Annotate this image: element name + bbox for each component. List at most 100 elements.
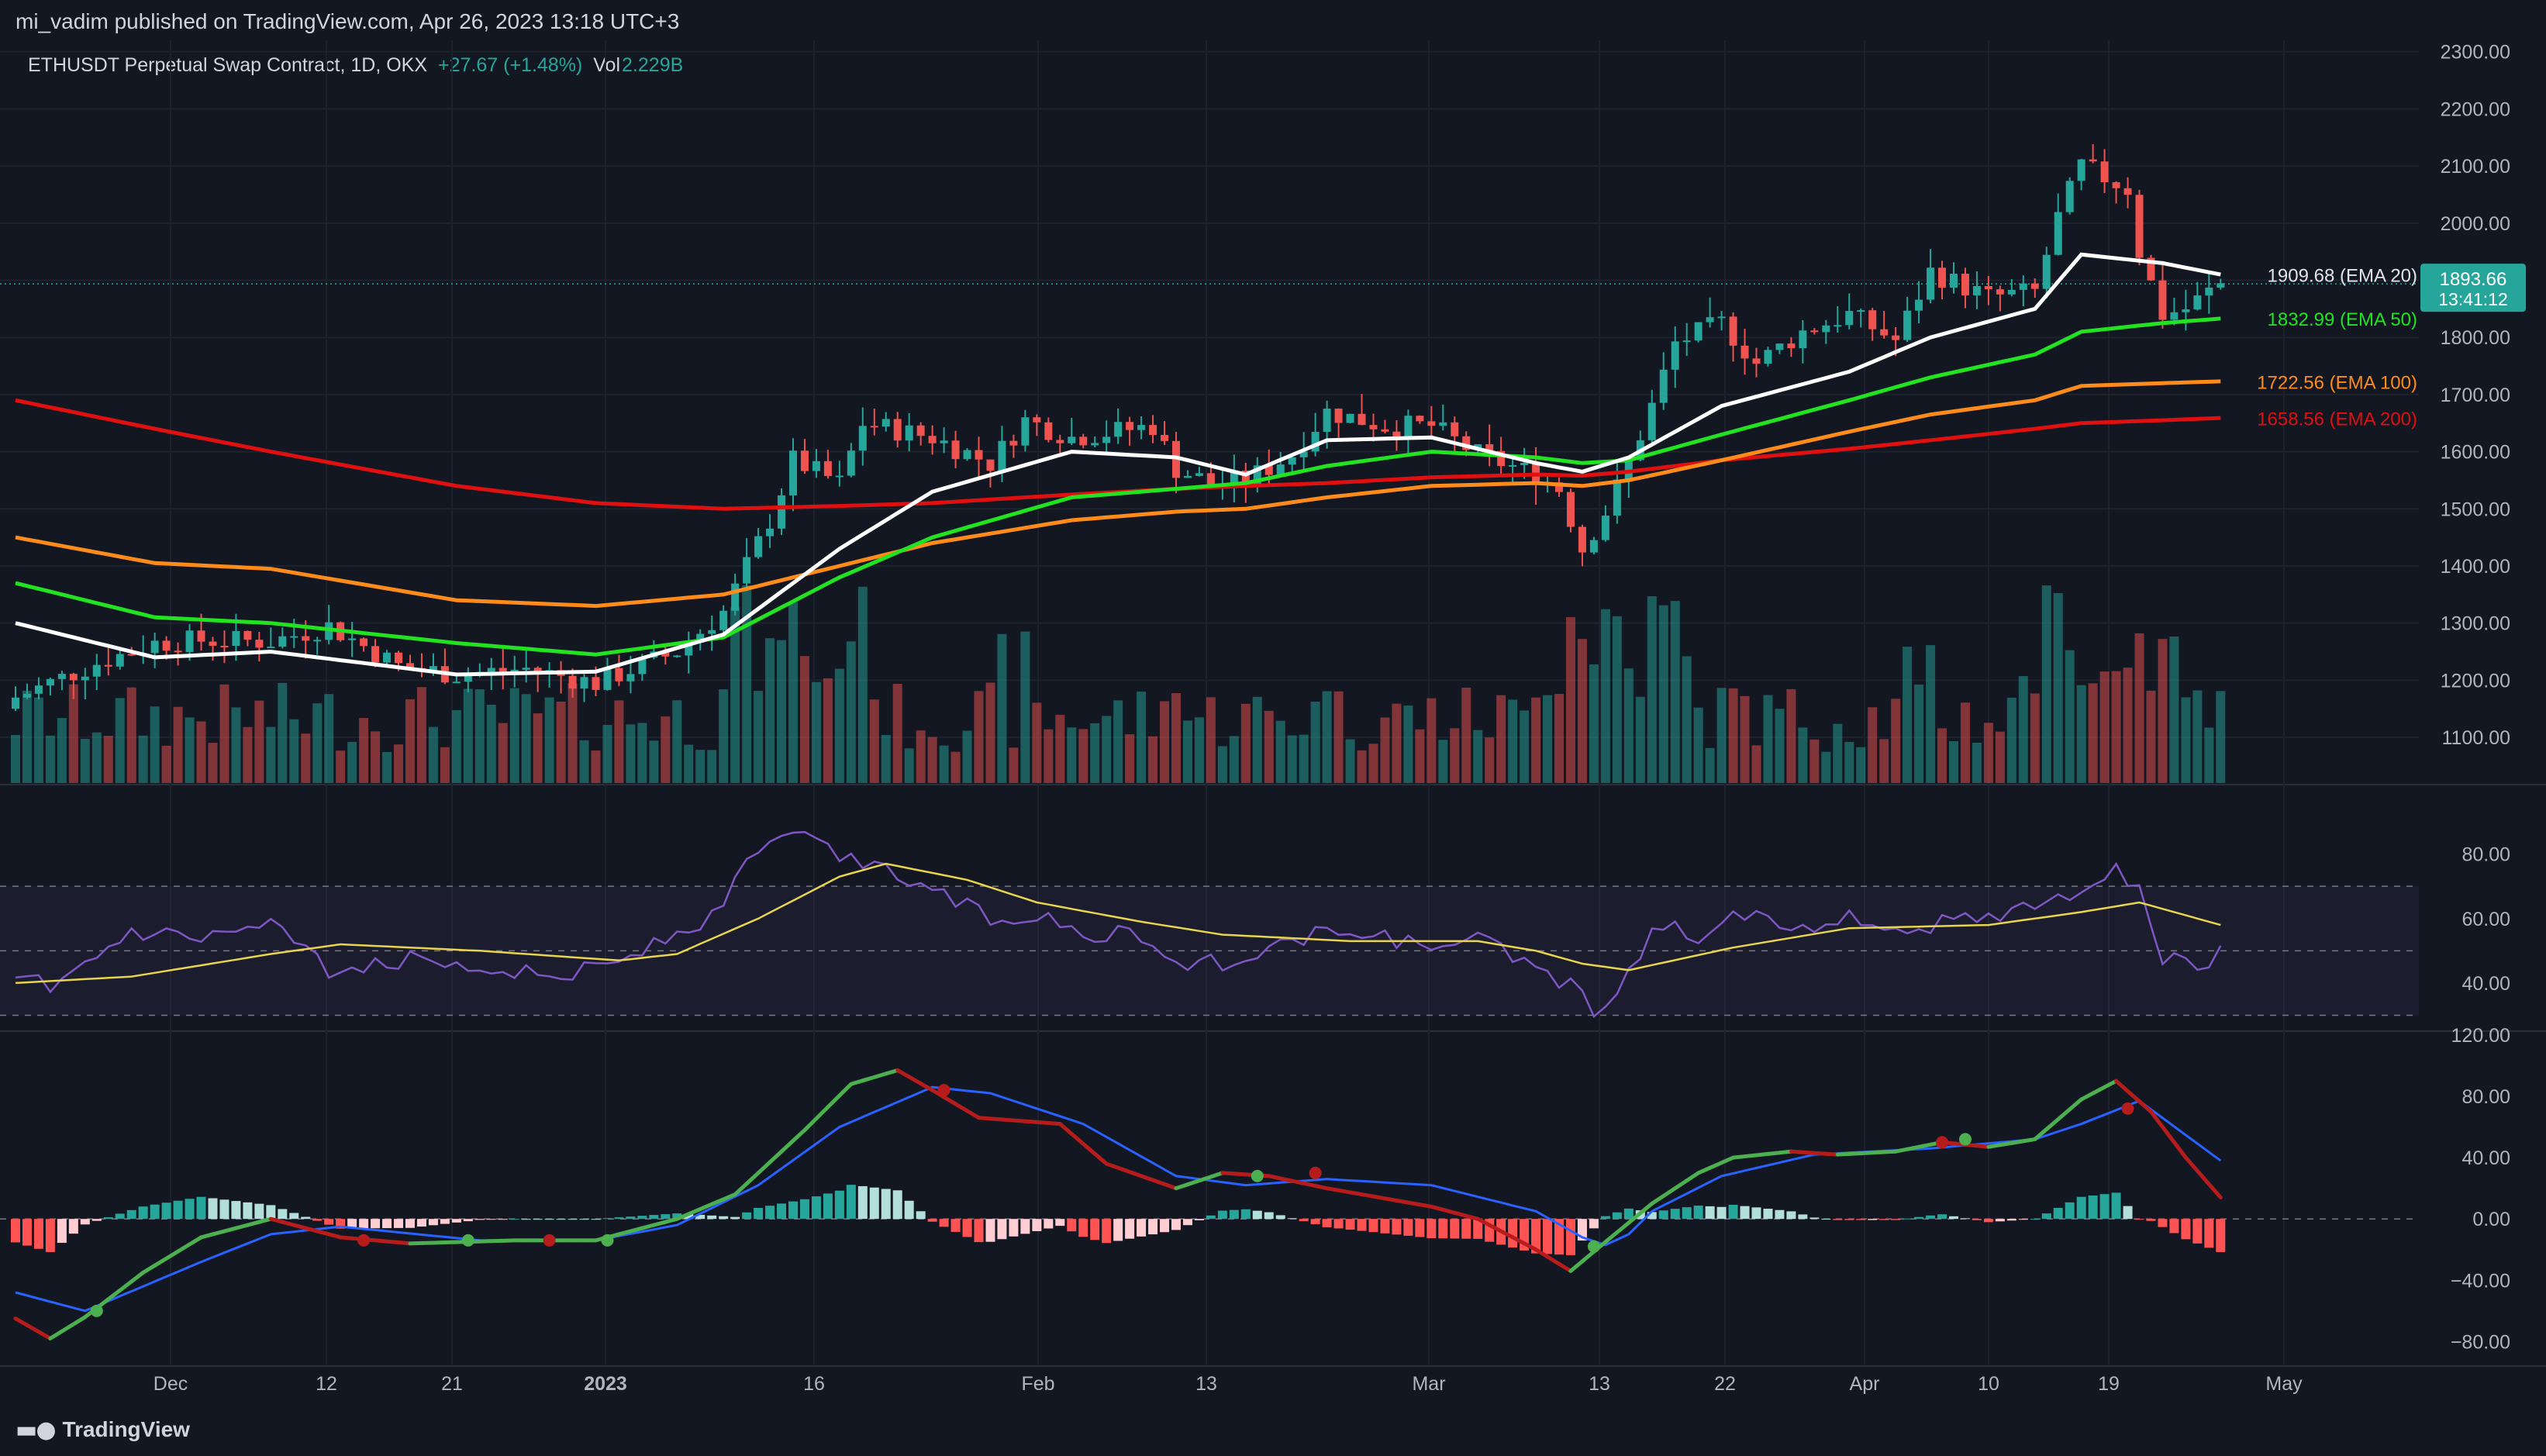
candle-body: [1752, 358, 1761, 364]
candle-body: [150, 640, 159, 654]
macd-histogram-bar: [2123, 1206, 2133, 1220]
macd-histogram-bar: [1903, 1218, 1913, 1220]
volume-bar: [371, 731, 381, 783]
macd-histogram-bar: [68, 1219, 78, 1234]
macd-histogram-bar: [1809, 1217, 1820, 1220]
macd-histogram-bar: [208, 1198, 218, 1220]
candle-body: [2019, 283, 2027, 290]
macd-histogram-bar: [1287, 1218, 1297, 1220]
candle-body: [1671, 341, 1679, 370]
candle-body: [46, 678, 54, 686]
volume-bar: [1856, 747, 1866, 783]
signal-line-segment: [1789, 1149, 1805, 1154]
macd-histogram-bar: [765, 1206, 775, 1220]
candle-body: [1161, 435, 1169, 441]
tradingview-logo[interactable]: ▬● TradingView: [16, 1416, 190, 1444]
signal-line-segment: [2195, 1168, 2211, 1186]
macd-histogram-bar: [2216, 1219, 2226, 1252]
candle-body: [2042, 254, 2051, 289]
signal-line-segment: [884, 1068, 900, 1076]
signal-line-segment: [977, 1116, 992, 1121]
volume-bar: [208, 743, 218, 783]
volume-bar: [301, 733, 311, 783]
candle-body: [708, 630, 716, 634]
time-tick-label: 13: [1589, 1373, 1610, 1395]
macd-histogram-bar: [857, 1185, 868, 1220]
candle-body: [2065, 181, 2074, 212]
candle-body: [1694, 322, 1703, 341]
price-tick-label: 2300.00: [2441, 42, 2510, 64]
signal-line-segment: [616, 1229, 633, 1237]
volume-bar: [811, 681, 821, 783]
macd-histogram-bar: [591, 1219, 601, 1220]
price-tick-label: 2200.00: [2441, 98, 2510, 120]
candle-body: [290, 636, 298, 638]
signal-line-segment: [2056, 1107, 2072, 1122]
volume-bar: [33, 697, 43, 783]
macd-histogram-bar: [823, 1193, 833, 1220]
macd-histogram-bar: [2158, 1219, 2168, 1227]
candle-body: [34, 685, 43, 694]
signal-line-segment: [118, 1279, 134, 1292]
candle-body: [743, 557, 751, 584]
signal-line-segment: [1499, 1229, 1515, 1240]
macd-histogram-bar: [463, 1219, 473, 1222]
macd-histogram-bar: [243, 1202, 253, 1220]
signal-line-segment: [674, 1212, 691, 1221]
signal-line-segment: [188, 1235, 204, 1247]
candle-body: [951, 440, 960, 460]
candle-body: [1311, 432, 1320, 452]
signal-line-segment: [1661, 1186, 1678, 1199]
volume-bar: [1160, 701, 1170, 783]
candle-body: [1810, 330, 1819, 333]
volume-bar: [2076, 685, 2086, 783]
candle-body: [395, 652, 403, 664]
volume-bar: [1240, 703, 1251, 783]
candle-body: [1613, 479, 1621, 516]
signal-line-segment: [1673, 1178, 1689, 1191]
macd-histogram-bar: [1206, 1215, 1216, 1220]
signal-line-segment: [837, 1082, 854, 1098]
signal-line-segment: [2148, 1109, 2165, 1130]
signal-line-segment: [698, 1202, 714, 1212]
signal-line-segment: [2160, 1125, 2176, 1144]
volume-bar: [243, 726, 253, 783]
candle-body: [1961, 274, 1969, 295]
signal-line-segment: [280, 1220, 296, 1227]
macd-histogram-bar: [196, 1196, 206, 1220]
candle-body: [1927, 267, 1935, 300]
macd-cross-dot: [2121, 1102, 2134, 1115]
macd-histogram-bar: [45, 1219, 55, 1252]
signal-line-segment: [1209, 1171, 1225, 1179]
macd-histogram-bar: [2204, 1219, 2214, 1248]
macd-histogram-bar: [1600, 1216, 1610, 1220]
candle-body: [1033, 417, 1041, 423]
volume-bar: [1137, 692, 1147, 783]
signal-line-segment: [1302, 1181, 1318, 1189]
candle-body: [1915, 299, 1923, 311]
last-price-badge: [2420, 264, 2526, 312]
volume-bar: [1740, 695, 1750, 783]
candle-body: [881, 419, 890, 427]
volume-bar: [649, 740, 659, 783]
candle-body: [1068, 436, 1076, 443]
candle-body: [1764, 350, 1772, 364]
time-tick-label: Dec: [154, 1373, 188, 1395]
signal-line-segment: [1708, 1161, 1724, 1170]
signal-line-segment: [2114, 1078, 2130, 1093]
ema-lines: [15, 252, 2221, 677]
macd-cross-dot: [937, 1084, 950, 1097]
candle-body: [452, 681, 461, 684]
candle-body: [371, 646, 380, 663]
candle-body: [360, 638, 368, 647]
volume-bar: [1322, 691, 1332, 783]
rsi-line: [15, 830, 2222, 1019]
candle-body: [1566, 492, 1575, 527]
macd-cross-dot: [461, 1233, 474, 1247]
macd-histogram-bar: [1995, 1219, 2005, 1222]
volume-bar: [1392, 703, 1402, 783]
symbol-title[interactable]: ETHUSDT Perpetual Swap Contract, 1D, OKX: [28, 54, 428, 76]
macd-histogram-bar: [533, 1219, 543, 1220]
candle-body: [1044, 422, 1053, 440]
